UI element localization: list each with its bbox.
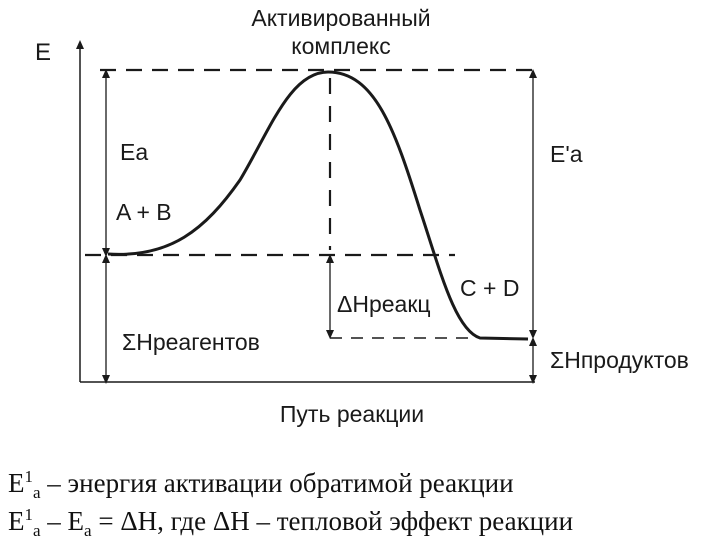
ea-reverse-label: E'a	[550, 141, 583, 167]
axis-y-label: E	[35, 39, 51, 66]
peak-label-line1: Активированный	[251, 5, 430, 31]
caption-minus-e: – E	[40, 506, 85, 536]
axis-x-label: Путь реакции	[280, 401, 424, 427]
delta-h-label: ΔHреакц	[337, 291, 431, 317]
peak-label-line2: комплекс	[291, 33, 390, 59]
caption-text: = ΔH, где ΔH – тепловой эффект реакции	[91, 506, 574, 536]
caption-subscript: a	[33, 521, 41, 540]
sum-h-reactants-label: ΣHреагентов	[122, 329, 260, 355]
caption-line-1: E1a – энергия активации обратимой реакци…	[8, 462, 514, 508]
caption-subscript: a	[33, 483, 41, 502]
reaction-curve	[107, 70, 529, 341]
reactants-label: A + B	[116, 199, 172, 225]
caption-superscript: 1	[24, 505, 34, 524]
products-label: C + D	[460, 275, 519, 301]
caption-subscript-2: a	[84, 521, 92, 540]
ea-label: Ea	[120, 139, 148, 165]
caption-e-symbol: E	[8, 506, 25, 536]
caption-text: – энергия активации обратимой реакции	[40, 468, 514, 498]
sum-h-products-label: ΣHпродуктов	[550, 347, 689, 373]
caption-line-2: E1a – Ea = ΔH, где ΔH – тепловой эффект …	[8, 500, 573, 546]
caption-superscript: 1	[24, 467, 34, 486]
caption-e-symbol: E	[8, 468, 25, 498]
energy-diagram: E Активированный комплекс Ea E'a A + B C…	[35, 5, 689, 427]
